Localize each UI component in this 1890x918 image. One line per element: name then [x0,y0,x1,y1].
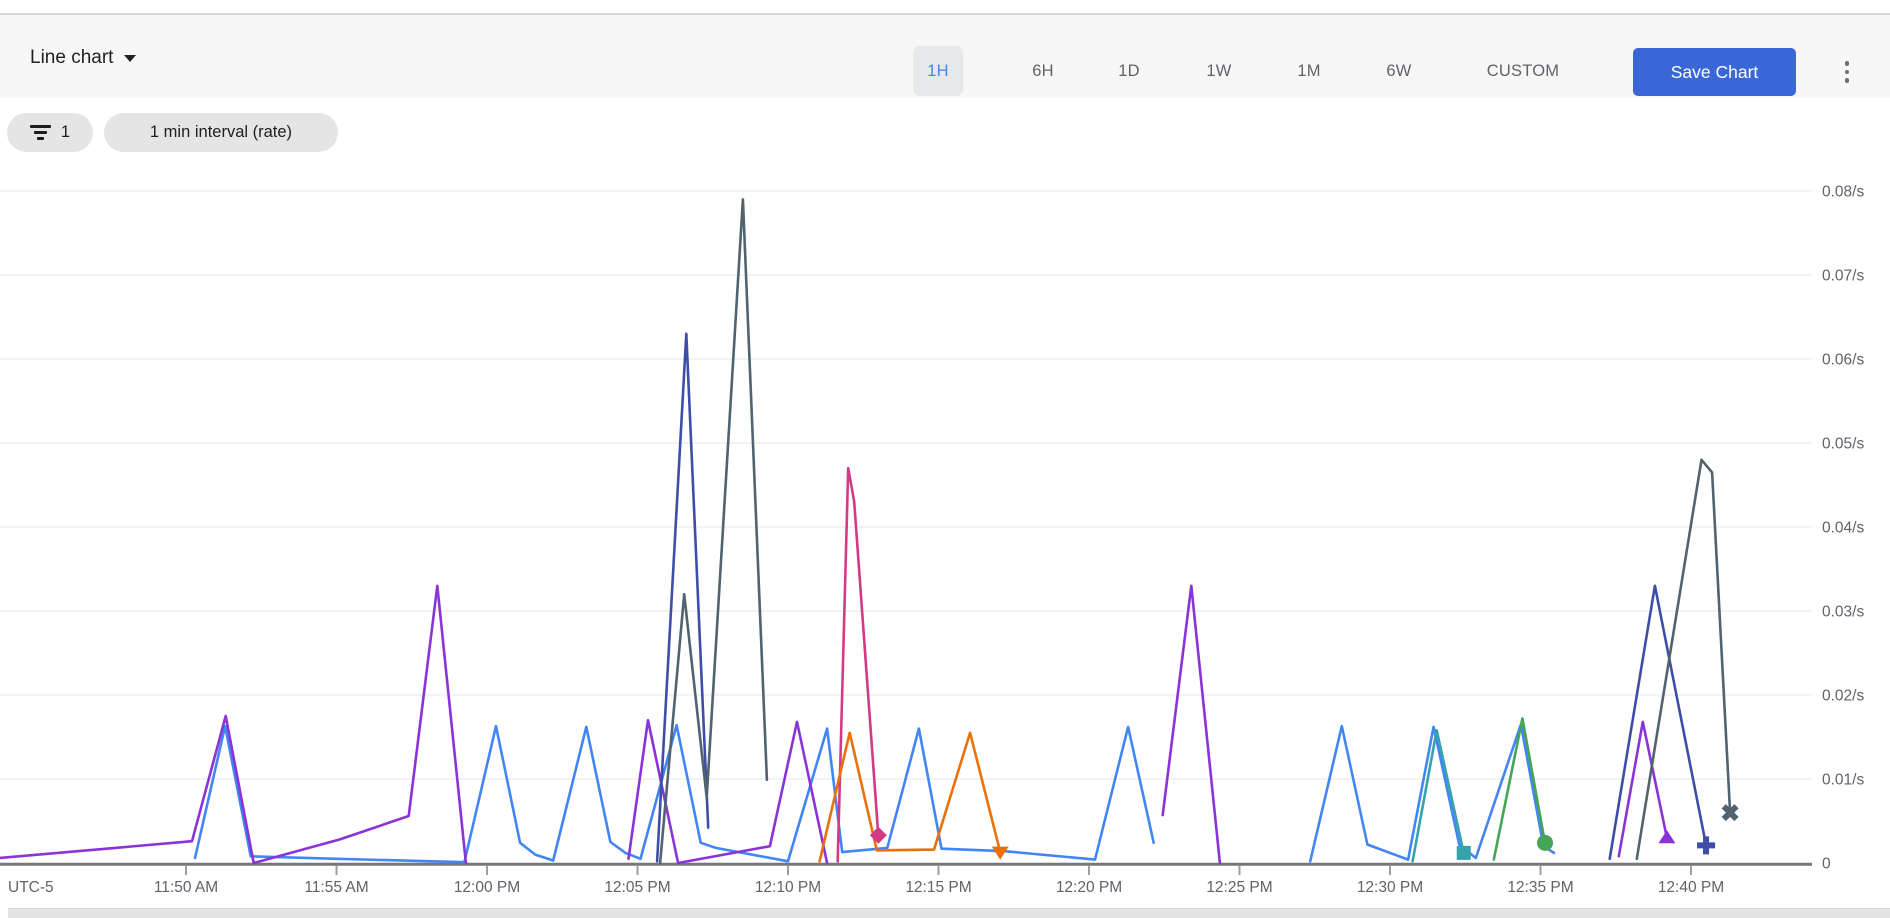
series-violet-line [627,718,829,865]
filter-count: 1 [60,123,71,141]
chart-toolbar: Line chart 1H 6H 1D 1W 1M 6W CUSTOM Save Chart [0,13,1890,98]
series-magenta-end-marker-diamond-icon [869,826,887,844]
series-indigo-end-marker-plus-icon [1697,836,1716,855]
series-indigo-line [655,332,710,863]
time-range-button-1h[interactable]: 1H [913,46,963,96]
time-range-button-1m[interactable]: 1M [1297,62,1321,80]
x-axis-label: 12:40 PM [1658,879,1724,896]
series-violet-line [0,584,468,865]
filter-icon [30,124,52,141]
time-range-button-1w[interactable]: 1W [1206,62,1232,80]
series-orange-line [818,731,1002,863]
chart-type-label: Line chart [30,46,114,68]
timezone-label: UTC-5 [8,879,54,896]
x-axis-label: 12:00 PM [454,879,520,896]
y-axis-label: 0.04/s [1822,520,1864,537]
series-blue-line [193,723,1155,864]
series-magenta-line [836,466,880,863]
next-card-top-edge [8,908,1890,918]
time-range-button-6w[interactable]: 6W [1386,62,1412,80]
y-axis-label: 0.06/s [1822,352,1864,369]
y-axis-label: 0.02/s [1822,688,1864,705]
x-axis-label: 12:35 PM [1507,879,1573,896]
chart-type-dropdown[interactable]: Line chart [30,15,137,100]
series-green-line [1492,717,1547,861]
x-axis-label: 12:30 PM [1357,879,1423,896]
series-orange-end-marker-triangle-down-icon [991,846,1009,860]
series-slate-gray-end-marker-x-icon [1721,804,1739,822]
time-range-button-1d[interactable]: 1D [1118,62,1140,80]
time-range-button-custom[interactable]: CUSTOM [1486,62,1560,80]
interval-chip-label: 1 min interval (rate) [149,123,293,141]
x-axis-label: 12:10 PM [755,879,821,896]
filter-chip[interactable]: 1 [7,113,93,152]
y-axis-label: 0 [1822,856,1831,873]
x-axis-label: 11:55 AM [304,879,368,896]
y-axis-label: 0.03/s [1822,604,1864,621]
interval-chip[interactable]: 1 min interval (rate) [104,113,338,152]
series-green-end-marker-circle-icon [1537,834,1554,851]
series-slate-gray-line [1635,458,1732,861]
save-chart-button[interactable]: Save Chart [1633,48,1796,96]
x-axis-label: 12:05 PM [604,879,670,896]
series-violet-line [1161,584,1222,865]
x-axis-label: 12:15 PM [905,879,971,896]
time-range-button-6h[interactable]: 6H [1032,62,1054,80]
y-axis-label: 0.01/s [1822,772,1864,789]
x-axis-label: 12:25 PM [1206,879,1272,896]
kebab-icon [1844,61,1850,66]
y-axis-label: 0.08/s [1822,184,1864,201]
dropdown-caret-icon [124,55,137,62]
series-blue-line [1308,723,1556,863]
y-axis-label: 0.07/s [1822,268,1864,285]
series-teal-line [1411,728,1465,863]
filter-chip-row: 1 1 min interval (rate) [7,113,338,152]
series-slate-gray-line [658,198,769,865]
x-axis-label: 11:50 AM [154,879,218,896]
series-teal-end-marker-square-icon [1456,845,1471,860]
series-violet-end-marker-triangle-up-icon [1658,830,1676,844]
y-axis-label: 0.05/s [1822,436,1864,453]
x-axis-label: 12:20 PM [1056,879,1122,896]
series-indigo-line [1608,584,1708,861]
series-violet-line [1617,720,1669,858]
more-options-button[interactable] [1834,48,1860,96]
